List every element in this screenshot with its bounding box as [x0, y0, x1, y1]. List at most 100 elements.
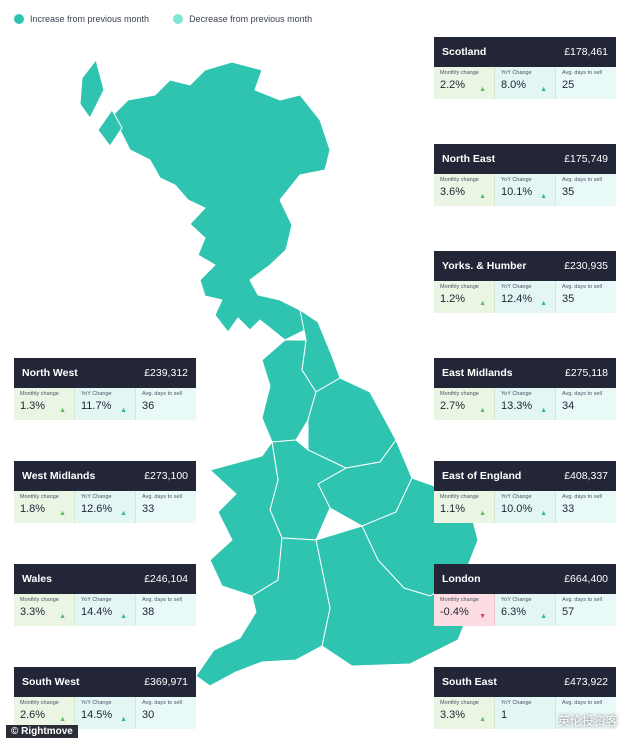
- yoy-change-value: 10.1%: [501, 186, 533, 198]
- monthly-caption: Monthly change: [440, 391, 479, 397]
- yoy-change-value: 13.3%: [501, 400, 533, 412]
- monthly-change-cell: Monthly change 1.8% ▲: [14, 491, 75, 523]
- region-price: £246,104: [144, 573, 188, 585]
- region-card-west-midlands: West Midlands £273,100 Monthly change 1.8%…: [14, 461, 196, 523]
- up-arrow-icon: ▲: [59, 510, 66, 517]
- watermark: 英伦投资客: [557, 714, 618, 728]
- yoy-caption: YoY Change: [81, 494, 112, 500]
- yoy-change-value: 6.3%: [501, 606, 527, 618]
- days-to-sell-cell: Avg. days to sell 30: [136, 697, 196, 729]
- days-to-sell-cell: Avg. days to sell 35: [556, 281, 616, 313]
- monthly-change-value: 1.2%: [440, 293, 466, 305]
- region-price: £275,118: [564, 367, 608, 379]
- up-arrow-icon: ▲: [540, 86, 547, 93]
- increase-dot-icon: [14, 14, 24, 24]
- region-name: North West: [22, 367, 78, 379]
- yoy-caption: YoY Change: [501, 597, 532, 603]
- yoy-change-cell: YoY Change 11.7% ▲: [75, 388, 136, 420]
- yoy-change-cell: YoY Change 6.3% ▲: [495, 594, 556, 626]
- decrease-dot-icon: [173, 14, 184, 24]
- monthly-change-value: 3.3%: [20, 606, 46, 618]
- yoy-change-cell: YoY Change 12.6% ▲: [75, 491, 136, 523]
- yoy-caption: YoY Change: [501, 70, 532, 76]
- monthly-change-value: 1.8%: [20, 503, 46, 515]
- up-arrow-icon: ▲: [120, 716, 127, 723]
- region-price: £664,400: [564, 573, 608, 585]
- yoy-change-value: 10.0%: [501, 503, 533, 515]
- monthly-caption: Monthly change: [440, 597, 479, 603]
- days-to-sell-value: 30: [142, 709, 155, 721]
- monthly-change-cell: Monthly change 1.3% ▲: [14, 388, 75, 420]
- monthly-caption: Monthly change: [440, 70, 479, 76]
- yoy-caption: YoY Change: [81, 700, 112, 706]
- up-arrow-icon: ▲: [540, 193, 547, 200]
- days-caption: Avg. days to sell: [142, 391, 182, 397]
- days-to-sell-cell: Avg. days to sell 35: [556, 174, 616, 206]
- legend-decrease-label: Decrease from previous month: [189, 14, 313, 24]
- up-arrow-icon: ▲: [540, 407, 547, 414]
- region-card-yorkshire: Yorks. & Humber £230,935 Monthly change 1.…: [434, 251, 616, 313]
- monthly-caption: Monthly change: [440, 494, 479, 500]
- up-arrow-icon: ▲: [59, 716, 66, 723]
- days-to-sell-value: 35: [562, 293, 575, 305]
- monthly-change-cell: Monthly change 3.3% ▲: [14, 594, 75, 626]
- monthly-caption: Monthly change: [440, 177, 479, 183]
- yoy-caption: YoY Change: [81, 391, 112, 397]
- yoy-change-value: 11.7%: [81, 400, 112, 412]
- days-caption: Avg. days to sell: [562, 391, 602, 397]
- yoy-change-value: 8.0%: [501, 79, 527, 91]
- yoy-change-value: 12.4%: [501, 293, 533, 305]
- days-caption: Avg. days to sell: [562, 597, 602, 603]
- legend-decrease: Decrease from previous month: [173, 14, 312, 24]
- yoy-change-value: 14.5%: [81, 709, 113, 721]
- monthly-caption: Monthly change: [440, 700, 479, 706]
- up-arrow-icon: ▲: [479, 510, 486, 517]
- region-name: South West: [22, 676, 80, 688]
- yoy-caption: YoY Change: [501, 700, 532, 706]
- up-arrow-icon: ▲: [479, 407, 486, 414]
- up-arrow-icon: ▲: [479, 300, 486, 307]
- days-caption: Avg. days to sell: [562, 700, 602, 706]
- days-caption: Avg. days to sell: [142, 494, 182, 500]
- days-to-sell-cell: Avg. days to sell 36: [136, 388, 196, 420]
- yoy-caption: YoY Change: [501, 177, 532, 183]
- days-to-sell-cell: Avg. days to sell 33: [136, 491, 196, 523]
- monthly-change-value: 1.1%: [440, 503, 466, 515]
- up-arrow-icon: ▲: [479, 716, 486, 723]
- monthly-change-cell: Monthly change 2.7% ▲: [434, 388, 495, 420]
- region-card-north-west: North West £239,312 Monthly change 1.3% ▲ Y…: [14, 358, 196, 420]
- monthly-caption: Monthly change: [440, 284, 479, 290]
- days-to-sell-value: 36: [142, 400, 155, 412]
- days-caption: Avg. days to sell: [142, 700, 182, 706]
- days-to-sell-cell: Avg. days to sell 38: [136, 594, 196, 626]
- region-price: £408,337: [564, 470, 608, 482]
- days-caption: Avg. days to sell: [562, 177, 602, 183]
- monthly-change-value: 2.2%: [440, 79, 466, 91]
- up-arrow-icon: ▲: [540, 613, 547, 620]
- yoy-change-cell: YoY Change 14.4% ▲: [75, 594, 136, 626]
- up-arrow-icon: ▲: [120, 613, 127, 620]
- source-credit: © Rightmove: [6, 725, 78, 738]
- region-card-wales: Wales £246,104 Monthly change 3.3% ▲ YoY Ch…: [14, 564, 196, 626]
- region-card-east-of-england: East of England £408,337 Monthly change 1.…: [434, 461, 616, 523]
- yoy-caption: YoY Change: [501, 494, 532, 500]
- days-to-sell-cell: Avg. days to sell: [556, 697, 616, 729]
- monthly-change-cell: Monthly change 2.6% ▲: [14, 697, 75, 729]
- yoy-change-cell: YoY Change 1: [495, 697, 556, 729]
- yoy-change-cell: YoY Change 10.1% ▲: [495, 174, 556, 206]
- days-to-sell-value: 33: [562, 503, 575, 515]
- up-arrow-icon: ▲: [540, 510, 547, 517]
- monthly-change-cell: Monthly change 3.3% ▲: [434, 697, 495, 729]
- yoy-caption: YoY Change: [501, 391, 532, 397]
- monthly-change-value: 2.7%: [440, 400, 466, 412]
- monthly-caption: Monthly change: [20, 597, 59, 603]
- days-caption: Avg. days to sell: [562, 70, 602, 76]
- region-name: East Midlands: [442, 367, 513, 379]
- up-arrow-icon: ▲: [120, 510, 127, 517]
- yoy-change-value: 1: [501, 709, 508, 721]
- region-name: London: [442, 573, 481, 585]
- region-card-east-midlands: East Midlands £275,118 Monthly change 2.7%…: [434, 358, 616, 420]
- days-to-sell-value: 25: [562, 79, 575, 91]
- days-caption: Avg. days to sell: [562, 494, 602, 500]
